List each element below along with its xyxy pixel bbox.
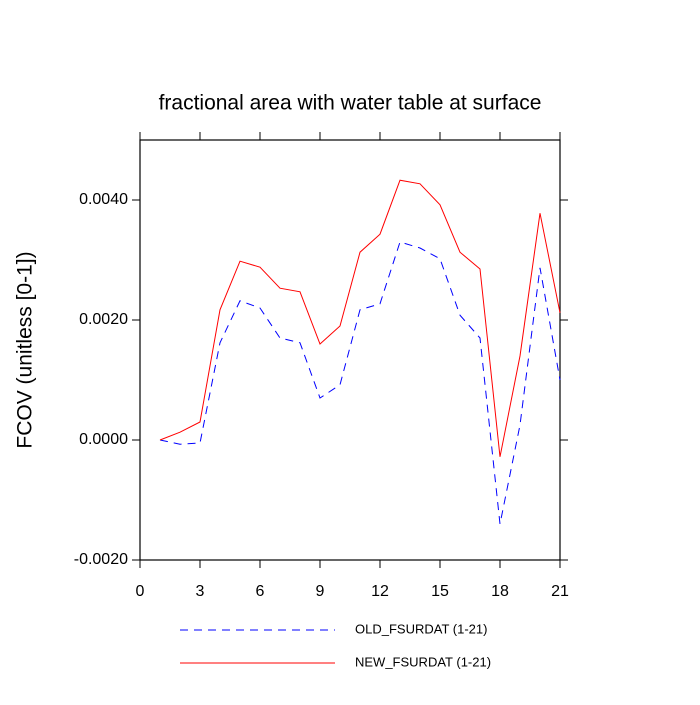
x-tick-label: 15 xyxy=(431,583,449,600)
series-line xyxy=(159,241,561,525)
plot-frame xyxy=(139,139,561,561)
x-tick-label: 6 xyxy=(256,583,265,600)
x-tick-label: 9 xyxy=(316,583,325,600)
y-tick-label: 0.0020 xyxy=(79,311,128,328)
x-tick-label: 0 xyxy=(136,583,145,600)
x-tick-label: 18 xyxy=(491,583,509,600)
x-tick-label: 12 xyxy=(371,583,389,600)
chart-title: fractional area with water table at surf… xyxy=(159,92,542,115)
legend-label: OLD_FSURDAT (1-21) xyxy=(355,621,487,636)
y-axis-label: FCOV (unitless [0-1]) xyxy=(14,251,37,448)
x-tick-label: 21 xyxy=(551,583,569,600)
y-tick-label: 0.0000 xyxy=(79,431,128,448)
y-tick-label: -0.0020 xyxy=(74,551,128,568)
x-tick-label: 3 xyxy=(196,583,205,600)
y-tick-label: 0.0040 xyxy=(79,191,128,208)
series-line xyxy=(159,179,561,457)
legend-label: NEW_FSURDAT (1-21) xyxy=(355,654,491,669)
